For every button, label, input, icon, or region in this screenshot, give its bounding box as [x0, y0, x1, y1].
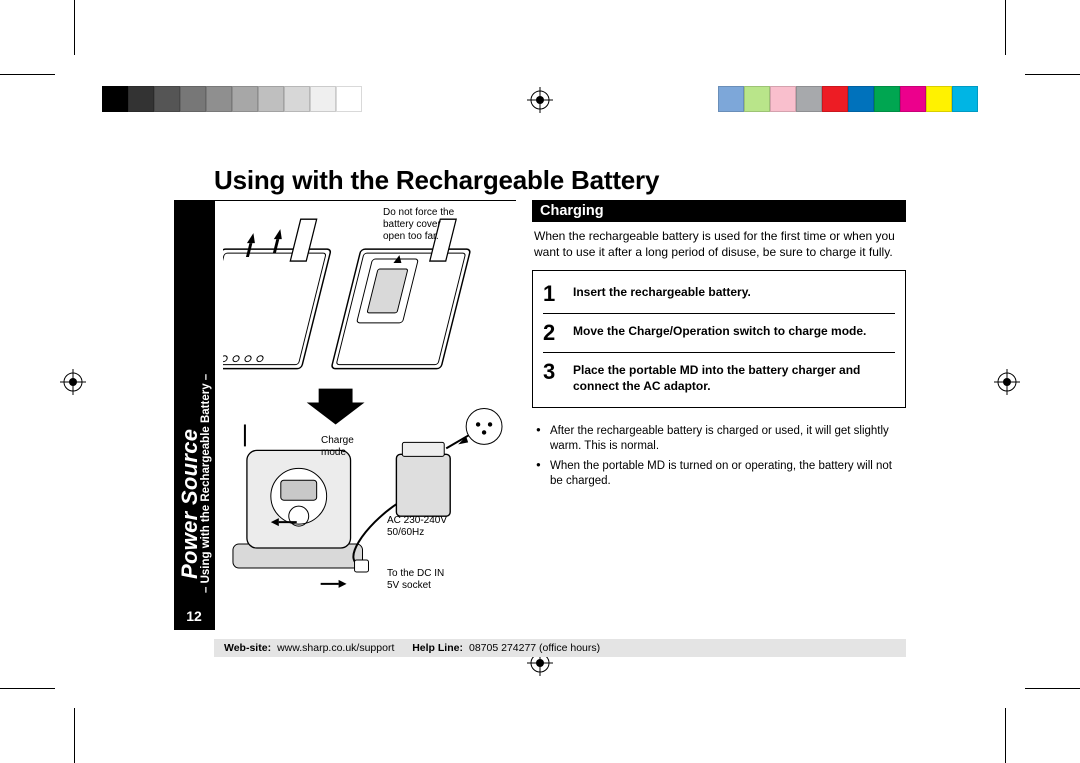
product-diagram-icon	[223, 209, 508, 622]
label-ac-spec: AC 230-240V50/60Hz	[387, 515, 447, 539]
calibration-swatch	[154, 86, 180, 112]
step-row: 2 Move the Charge/Operation switch to ch…	[543, 314, 895, 353]
registration-top-icon	[527, 87, 553, 113]
calibration-swatch	[128, 86, 154, 112]
note-item: When the portable MD is turned on or ope…	[536, 459, 906, 490]
calibration-swatch	[744, 86, 770, 112]
page-title: Using with the Rechargeable Battery	[174, 165, 906, 196]
footer-help-label: Help Line:	[412, 642, 463, 654]
calibration-swatch	[874, 86, 900, 112]
intro-text: When the rechargeable battery is used fo…	[534, 228, 904, 260]
registration-right-icon	[994, 369, 1020, 395]
calibration-swatch	[336, 86, 362, 112]
section-subname: – Using with the Rechargeable Battery –	[200, 374, 212, 593]
calibration-swatch	[952, 86, 978, 112]
footer-web-label: Web-site:	[224, 642, 271, 654]
label-battery-warning: Do not force thebattery coveropen too fa…	[383, 207, 493, 243]
calibration-swatch	[796, 86, 822, 112]
text-column: Charging When the rechargeable battery i…	[516, 200, 906, 630]
calibration-swatch	[102, 86, 128, 112]
section-heading: Charging	[532, 200, 906, 222]
illustration-panel: Do not force thebattery coveropen too fa…	[214, 200, 516, 630]
step-number: 1	[543, 283, 561, 305]
calibration-swatch	[206, 86, 232, 112]
steps-box: 1 Insert the rechargeable battery. 2 Mov…	[532, 270, 906, 407]
footer-strip: Web-site: www.sharp.co.uk/support Help L…	[214, 639, 906, 657]
step-row: 1 Insert the rechargeable battery.	[543, 275, 895, 314]
calibration-swatch	[822, 86, 848, 112]
calibration-bar-gray	[102, 86, 362, 112]
calibration-swatch	[180, 86, 206, 112]
step-text: Place the portable MD into the battery c…	[573, 361, 895, 394]
calibration-swatch	[926, 86, 952, 112]
registration-left-icon	[60, 369, 86, 395]
calibration-swatch	[770, 86, 796, 112]
calibration-swatch	[848, 86, 874, 112]
calibration-swatch	[284, 86, 310, 112]
step-row: 3 Place the portable MD into the battery…	[543, 353, 895, 402]
page-number: 12	[174, 608, 214, 624]
step-number: 3	[543, 361, 561, 394]
step-text: Insert the rechargeable battery.	[573, 283, 895, 305]
calibration-bar-color	[718, 86, 978, 112]
step-number: 2	[543, 322, 561, 344]
footer-help-value: 08705 274277 (office hours)	[469, 642, 600, 654]
label-charge-mode: Chargemode	[321, 435, 354, 459]
manual-page: Using with the Rechargeable Battery Powe…	[174, 165, 906, 657]
footer-web-url: www.sharp.co.uk/support	[277, 642, 394, 654]
note-item: After the rechargeable battery is charge…	[536, 424, 906, 455]
step-text: Move the Charge/Operation switch to char…	[573, 322, 895, 344]
calibration-swatch	[232, 86, 258, 112]
label-dc-in: To the DC IN5V socket	[387, 568, 444, 592]
calibration-swatch	[310, 86, 336, 112]
calibration-swatch	[718, 86, 744, 112]
calibration-swatch	[258, 86, 284, 112]
calibration-swatch	[900, 86, 926, 112]
notes-list: After the rechargeable battery is charge…	[536, 424, 906, 490]
section-sidebar: Power Source – Using with the Rechargeab…	[174, 200, 214, 630]
